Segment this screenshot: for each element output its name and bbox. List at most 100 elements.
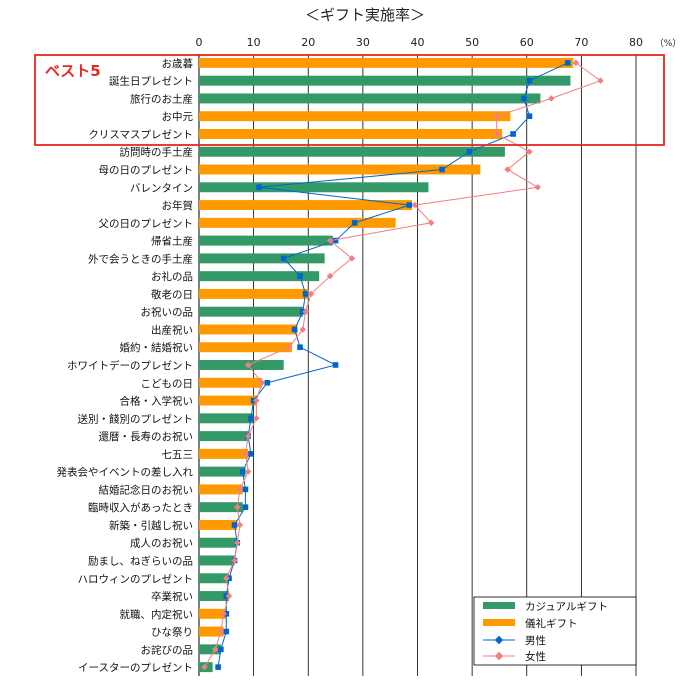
series-point xyxy=(406,202,413,208)
bar xyxy=(199,502,243,513)
category-labels: お歳暮誕生日プレゼント旅行のお土産お中元クリスマスプレゼント訪問時の手土産母の日… xyxy=(57,57,194,674)
category-label: お歳暮 xyxy=(162,57,194,70)
bar xyxy=(199,466,246,477)
category-label: 就職、内定祝い xyxy=(120,608,194,621)
series-point xyxy=(291,326,298,333)
series-point xyxy=(572,59,580,67)
bar xyxy=(199,182,429,193)
series-point xyxy=(534,184,541,191)
bar xyxy=(199,519,238,530)
legend-label-casual: カジュアルギフト xyxy=(525,601,608,613)
bar xyxy=(199,431,249,442)
best5-highlight-box xyxy=(34,54,665,146)
series-point xyxy=(302,308,309,315)
category-label: 成人のお祝い xyxy=(130,537,193,550)
bar xyxy=(199,200,413,211)
legend-label-male: 男性 xyxy=(525,634,546,647)
bar xyxy=(199,288,309,299)
series-point xyxy=(220,610,227,618)
category-label: 卒業祝い xyxy=(151,590,193,603)
bar xyxy=(199,253,325,264)
bar xyxy=(199,573,230,584)
x-tick-label: 70 xyxy=(574,36,588,49)
bar xyxy=(199,608,227,619)
x-tick-label: 20 xyxy=(301,36,315,49)
category-label: 送別・餞別のプレゼント xyxy=(78,412,194,425)
x-tick-label: 80 xyxy=(629,36,643,49)
legend-marker-female xyxy=(494,651,504,661)
series-point xyxy=(236,521,244,529)
bar xyxy=(199,395,257,406)
bar xyxy=(199,93,541,104)
series-point xyxy=(411,201,419,209)
bar xyxy=(199,235,333,246)
series-point xyxy=(253,415,260,422)
category-label: 臨時収入があったとき xyxy=(88,501,193,514)
series-point xyxy=(526,77,533,84)
series-point xyxy=(307,290,315,298)
bar xyxy=(199,555,235,566)
legend-label-formal: 儀礼ギフト xyxy=(525,617,578,630)
series-point xyxy=(248,415,254,422)
series-point xyxy=(218,646,224,653)
category-label: 還暦・長寿のお祝い xyxy=(99,430,194,443)
series-point xyxy=(280,255,287,262)
series-point xyxy=(526,113,533,119)
series-point xyxy=(510,131,516,137)
x-tick-label: 50 xyxy=(465,36,479,49)
category-label: お礼の品 xyxy=(151,270,193,283)
series-point xyxy=(564,60,571,66)
bar xyxy=(199,271,320,282)
category-label: 帰省土産 xyxy=(151,235,193,248)
bar xyxy=(199,57,574,68)
bar xyxy=(199,342,292,353)
legend-label-female: 女性 xyxy=(525,650,546,663)
series-point xyxy=(264,379,271,386)
category-label: イースターのプレゼント xyxy=(78,662,193,674)
series-point xyxy=(299,326,307,333)
bars xyxy=(199,57,574,673)
series-point xyxy=(231,522,238,528)
series-point xyxy=(439,166,445,173)
series-point xyxy=(521,95,527,102)
category-label: ひな祭り xyxy=(151,627,193,639)
x-tick-label: 60 xyxy=(520,36,534,49)
bar xyxy=(199,644,221,655)
series-point xyxy=(548,95,555,102)
chart-title: ＜ギフト実施率＞ xyxy=(305,6,425,24)
x-axis-ticks: 0 10 20 30 40 50 60 70 80 xyxy=(196,36,644,49)
series-point xyxy=(348,255,356,262)
series-point xyxy=(326,237,334,244)
bar xyxy=(199,217,396,228)
bar xyxy=(199,146,505,157)
bar xyxy=(199,413,254,424)
series-point xyxy=(332,237,339,244)
x-tick-label: 0 xyxy=(196,36,203,49)
series-point xyxy=(466,148,473,155)
series-point xyxy=(302,291,309,297)
series-point xyxy=(225,592,233,600)
legend-swatch-formal xyxy=(483,619,515,626)
category-label: 出産祝い xyxy=(151,323,193,336)
category-label: 外で会うときの手土産 xyxy=(88,252,193,265)
series-point xyxy=(326,272,334,280)
bar xyxy=(199,164,481,175)
series-point xyxy=(244,432,252,440)
category-label: 旅行のお土産 xyxy=(130,92,193,105)
series-point xyxy=(231,557,238,564)
series-point xyxy=(223,628,230,635)
category-label: 誕生日プレゼント xyxy=(109,75,193,88)
category-label: バレンタイン xyxy=(130,182,193,194)
legend-marker-male xyxy=(494,635,504,645)
category-label: 母の日のプレゼント xyxy=(99,165,194,177)
category-label: 父の日のプレゼント xyxy=(99,218,194,230)
bar xyxy=(199,75,571,86)
legend: カジュアルギフト 儀礼ギフト 男性 女性 xyxy=(473,596,637,666)
category-label: お詫びの品 xyxy=(141,643,194,656)
category-label: 敬老の日 xyxy=(151,288,193,301)
series-point xyxy=(297,344,303,351)
category-label: お年賀 xyxy=(162,199,194,212)
series-point xyxy=(244,468,252,475)
series-point xyxy=(285,343,293,351)
